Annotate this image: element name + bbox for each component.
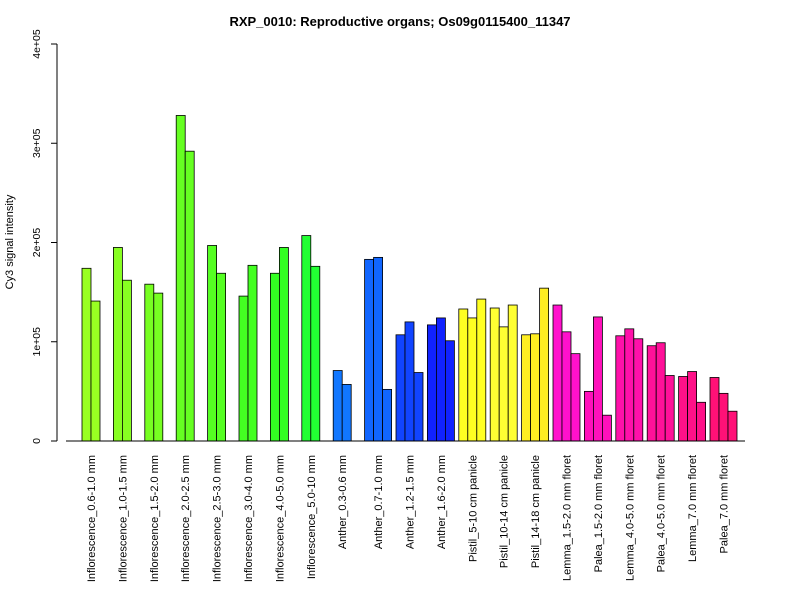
bar (90, 300, 101, 442)
bar (435, 317, 446, 442)
bar (696, 401, 706, 442)
bar (301, 235, 312, 442)
x-category-label: Lemma_1.5-2.0 mm floret (562, 455, 574, 581)
bar (570, 353, 581, 442)
bar (216, 272, 227, 442)
x-category-label: Pistil_10-14 cm panicle (499, 455, 511, 568)
bar (593, 316, 603, 442)
bar (709, 377, 720, 442)
bar (498, 326, 509, 442)
x-category-label: Anther_0.3-0.6 mm (337, 455, 349, 549)
x-category-label: Anther_1.6-2.0 mm (436, 455, 448, 549)
bar (81, 267, 92, 442)
x-category-label: Inflorescence_5.0-10 mm (306, 455, 318, 579)
bar (467, 317, 478, 442)
bar (278, 247, 289, 442)
x-category-label: Inflorescence_2.0-2.5 mm (180, 455, 192, 582)
x-category-label: Pistil_14-18 cm panicle (530, 455, 542, 568)
x-category-label: Lemma_7.0 mm floret (687, 455, 699, 562)
x-category-label: Palea_7.0 mm floret (719, 455, 731, 553)
bar (184, 150, 195, 442)
x-category-label: Inflorescence_4.0-5.0 mm (274, 455, 286, 582)
bar (655, 342, 666, 442)
bar (404, 321, 415, 442)
x-category-label: Anther_1.2-1.5 mm (405, 455, 417, 549)
bar (247, 264, 258, 442)
x-category-label: Inflorescence_3.0-4.0 mm (243, 455, 255, 582)
bar (122, 279, 132, 442)
bar (332, 370, 343, 442)
x-category-label: Pistil_5-10 cm panicle (467, 455, 479, 562)
x-category-label: Inflorescence_1.5-2.0 mm (149, 455, 161, 582)
bar (678, 376, 688, 442)
bar (382, 388, 393, 442)
bar (552, 304, 563, 442)
y-tick-label: 2e+05 (31, 228, 43, 258)
bar (341, 384, 352, 442)
bar (727, 410, 738, 442)
bar (426, 324, 437, 442)
bar (458, 308, 469, 442)
chart-title: RXP_0010: Reproductive organs; Os09g0115… (229, 14, 570, 29)
bar (175, 115, 186, 442)
bar (602, 414, 612, 442)
bar (530, 333, 540, 442)
bar (373, 256, 384, 442)
y-tick-label: 4e+05 (31, 29, 43, 59)
x-category-label: Anther_0.7-1.0 mm (373, 455, 385, 549)
bar (489, 307, 500, 442)
bar (539, 287, 549, 442)
bar (561, 331, 572, 442)
bar (584, 390, 594, 442)
x-category-label: Palea_4.0-5.0 mm floret (656, 455, 668, 572)
bar (207, 245, 218, 442)
bar (269, 272, 280, 442)
bar (310, 265, 321, 442)
x-category-label: Inflorescence_0.6-1.0 mm (86, 455, 98, 582)
bar (364, 258, 375, 442)
y-tick-label: 3e+05 (31, 128, 43, 158)
bar (153, 292, 164, 442)
y-axis-label: Cy3 signal intensity (4, 194, 16, 289)
x-category-label: Palea_1.5-2.0 mm floret (593, 455, 605, 572)
bar (718, 392, 729, 442)
bar (633, 338, 644, 442)
x-category-label: Lemma_4.0-5.0 mm floret (624, 455, 636, 581)
bar (615, 335, 626, 442)
bar (413, 372, 424, 442)
bar (507, 304, 518, 442)
bar (624, 328, 635, 442)
bar (444, 340, 455, 442)
x-category-label: Inflorescence_1.0-1.5 mm (117, 455, 129, 582)
y-axis: 0 1e+05 2e+05 3e+05 4e+05 (31, 29, 58, 444)
bar (113, 247, 123, 442)
bars (81, 115, 738, 442)
bar (664, 375, 675, 442)
bar (395, 334, 406, 442)
bar (521, 334, 531, 442)
x-category-label: Inflorescence_2.5-3.0 mm (212, 455, 224, 582)
x-axis-labels: Inflorescence_0.6-1.0 mm Inflorescence_1.… (86, 455, 731, 582)
bar (144, 283, 155, 442)
bar (646, 345, 657, 442)
y-tick-label: 0 (31, 438, 43, 444)
bar (238, 295, 249, 442)
y-tick-label: 1e+05 (31, 327, 43, 357)
bar (687, 371, 697, 442)
bar (476, 298, 487, 442)
